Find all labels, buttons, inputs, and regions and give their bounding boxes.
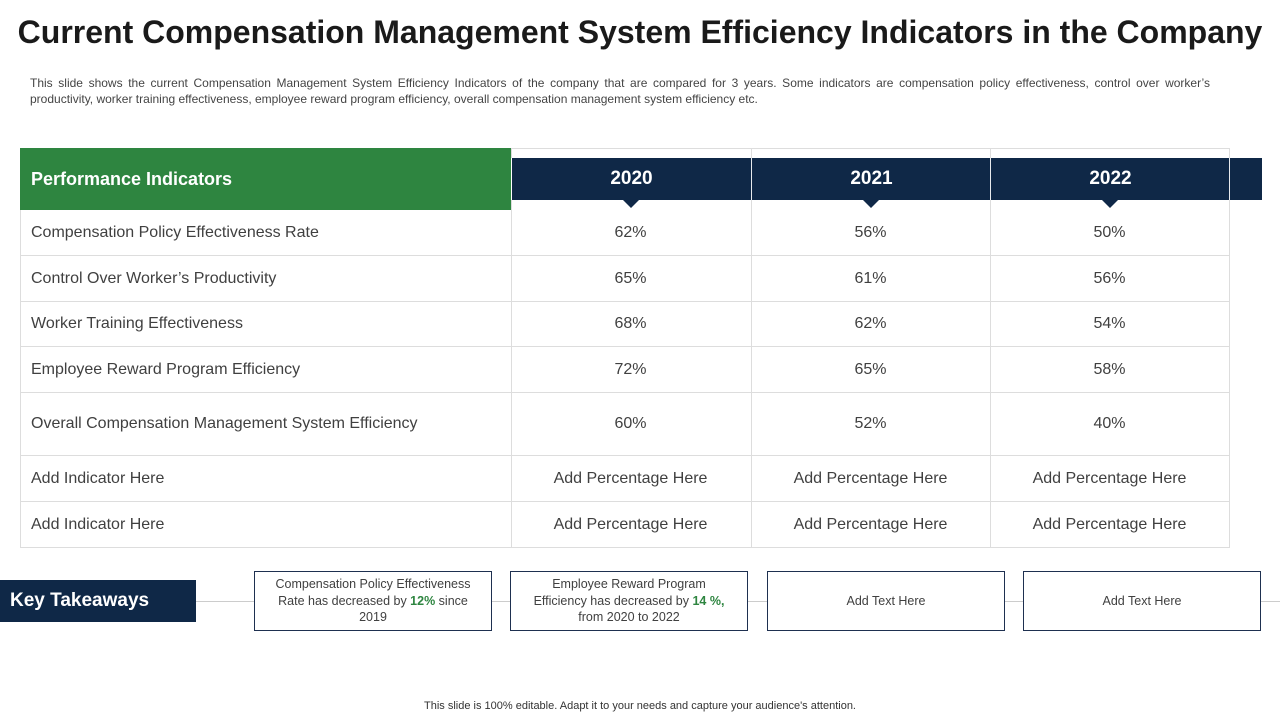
value-2022: 58%	[1093, 360, 1126, 378]
value-2022: 54%	[1093, 315, 1126, 332]
value-2021: 52%	[854, 415, 887, 432]
year-pointer-2022	[1102, 200, 1118, 208]
year-pointer-2020	[623, 200, 639, 208]
value-2021: 62%	[854, 315, 887, 332]
key-takeaways-label: Key Takeaways	[0, 580, 196, 622]
table-vline	[511, 148, 512, 158]
year-separator	[751, 158, 752, 200]
table-row: Employee Reward Program Efficiency 72% 6…	[20, 347, 1230, 393]
takeaway-text-3: Add Text Here	[846, 593, 926, 608]
value-2021: Add Percentage Here	[793, 469, 948, 487]
indicator-label: Control Over Worker’s Productivity	[31, 269, 277, 287]
year-separator	[1229, 158, 1230, 200]
table-vline	[20, 210, 21, 548]
takeaway-box-4: Add Text Here	[1023, 571, 1261, 631]
value-2020: 65%	[614, 269, 647, 287]
year-header-2020: 2020	[610, 168, 653, 189]
value-2022: 50%	[1093, 223, 1126, 241]
takeaway-text-4: Add Text Here	[1102, 593, 1182, 608]
takeaway-box-2: Employee Reward Program Efficiency has d…	[510, 571, 748, 631]
takeaway-box-3: Add Text Here	[767, 571, 1005, 631]
value-2021: 56%	[854, 223, 887, 241]
year-header-band	[512, 158, 1262, 200]
value-2020: Add Percentage Here	[553, 515, 708, 533]
table-vline	[511, 200, 512, 548]
takeaway-text-1: Compensation Policy Effectiveness Rate h…	[275, 577, 471, 625]
table-vline	[990, 200, 991, 548]
takeaway-highlight: 14 %,	[692, 593, 725, 608]
table-row: Worker Training Effectiveness 68% 62% 54…	[20, 302, 1230, 347]
value-2021: 65%	[854, 360, 887, 378]
page-subtitle: This slide shows the current Compensatio…	[30, 76, 1210, 106]
table-vline	[751, 200, 752, 548]
indicator-label: Worker Training Effectiveness	[31, 315, 243, 332]
indicator-label: Add Indicator Here	[31, 469, 165, 487]
indicator-label: Employee Reward Program Efficiency	[31, 360, 301, 378]
value-2020: 72%	[614, 360, 647, 378]
year-pointer-2021	[863, 200, 879, 208]
performance-indicators-header: Performance Indicators	[20, 148, 511, 210]
takeaway-highlight: 12%	[410, 593, 436, 608]
table-row: Compensation Policy Effectiveness Rate 6…	[20, 210, 1230, 256]
footer-note: This slide is 100% editable. Adapt it to…	[424, 700, 856, 712]
table-vline	[1229, 148, 1230, 158]
indicator-label: Compensation Policy Effectiveness Rate	[31, 223, 319, 241]
value-2022: 40%	[1093, 415, 1126, 432]
indicator-label: Add Indicator Here	[31, 515, 165, 533]
table-row: Overall Compensation Management System E…	[20, 393, 1230, 456]
value-2020: 62%	[614, 223, 647, 241]
page-title: Current Compensation Management System E…	[17, 14, 1263, 50]
value-2022: Add Percentage Here	[1032, 515, 1187, 533]
year-separator	[990, 158, 991, 200]
value-2021: 61%	[854, 269, 887, 287]
value-2022: 56%	[1093, 269, 1126, 287]
takeaway-box-1: Compensation Policy Effectiveness Rate h…	[254, 571, 492, 631]
table-row: Control Over Worker’s Productivity 65% 6…	[20, 256, 1230, 302]
table-vline	[751, 148, 752, 158]
value-2021: Add Percentage Here	[793, 515, 948, 533]
value-2022: Add Percentage Here	[1032, 469, 1187, 487]
value-2020: Add Percentage Here	[553, 469, 708, 487]
year-header-2022: 2022	[1089, 168, 1132, 189]
table-row: Add Indicator Here Add Percentage Here A…	[20, 456, 1230, 502]
table-top-line	[511, 148, 1230, 149]
indicators-table: Performance Indicators 2020 2021 2022 Co…	[20, 148, 1262, 548]
takeaway-text-2: Employee Reward Program Efficiency has d…	[533, 577, 725, 625]
indicator-label: Overall Compensation Management System E…	[31, 415, 418, 432]
value-2020: 68%	[614, 315, 647, 332]
year-header-2021: 2021	[850, 168, 893, 189]
table-vline	[1229, 200, 1230, 548]
table-vline	[990, 148, 991, 158]
value-2020: 60%	[614, 415, 647, 432]
table-row: Add Indicator Here Add Percentage Here A…	[20, 502, 1230, 548]
